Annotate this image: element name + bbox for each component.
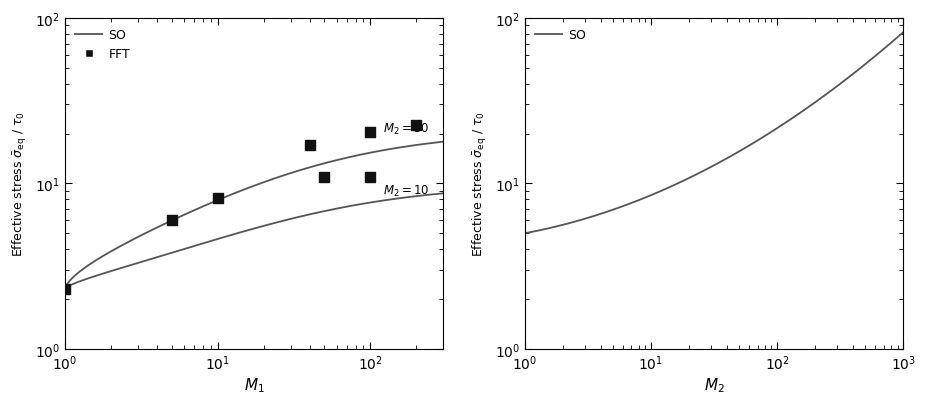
Point <box>317 174 332 180</box>
Point <box>363 129 378 136</box>
X-axis label: $M_1$: $M_1$ <box>244 375 264 394</box>
Text: $M_2 = 10$: $M_2 = 10$ <box>383 183 429 198</box>
Point <box>409 123 424 129</box>
Legend: SO: SO <box>531 25 590 45</box>
Legend: SO, FFT: SO, FFT <box>71 25 134 65</box>
Text: $M_2 = 50$: $M_2 = 50$ <box>383 122 429 136</box>
Y-axis label: Effective stress $\bar{\sigma}_{\mathrm{eq}}$ / $\tau_0$: Effective stress $\bar{\sigma}_{\mathrm{… <box>11 111 29 257</box>
Point <box>363 174 378 180</box>
X-axis label: $M_2$: $M_2$ <box>704 375 725 394</box>
Point <box>57 286 72 292</box>
Point <box>164 217 179 224</box>
Y-axis label: Effective stress $\bar{\sigma}_{\mathrm{eq}}$ / $\tau_0$: Effective stress $\bar{\sigma}_{\mathrm{… <box>471 111 489 257</box>
Point <box>210 195 225 201</box>
Point <box>302 143 317 149</box>
